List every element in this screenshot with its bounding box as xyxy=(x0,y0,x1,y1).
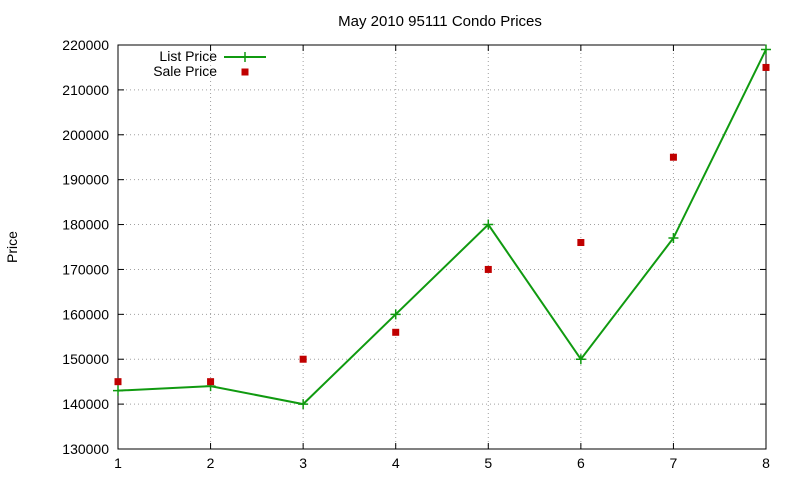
y-axis-label: Price xyxy=(4,231,20,263)
sale-price-point xyxy=(207,378,214,385)
axis-ticks: 130000 140000 150000 160000 170000 180000 1900… xyxy=(62,37,770,471)
x-tick-label: 7 xyxy=(670,455,678,471)
plot-frame xyxy=(118,45,766,449)
y-tick-label: 180000 xyxy=(62,217,109,233)
list-price-line xyxy=(118,49,766,404)
x-tick-label: 2 xyxy=(207,455,215,471)
chart-title: May 2010 95111 Condo Prices xyxy=(338,13,542,30)
legend-label-list-price: List Price xyxy=(159,48,217,64)
list-price-point xyxy=(113,386,123,396)
x-tick-label: 6 xyxy=(577,455,585,471)
sale-price-point xyxy=(577,239,584,246)
sale-price-point xyxy=(115,378,122,385)
y-tick-label: 130000 xyxy=(62,441,109,457)
y-tick-label: 140000 xyxy=(62,396,109,412)
legend-marker-list-price xyxy=(240,52,250,62)
sale-price-point xyxy=(670,154,677,161)
y-tick-label: 220000 xyxy=(62,37,109,53)
y-tick-label: 170000 xyxy=(62,261,109,277)
sale-price-point xyxy=(392,329,399,336)
y-tick-label: 200000 xyxy=(62,127,109,143)
legend: List Price Sale Price xyxy=(153,48,266,79)
sale-price-point xyxy=(300,356,307,363)
legend-label-sale-price: Sale Price xyxy=(153,63,217,79)
x-tick-label: 1 xyxy=(114,455,122,471)
x-tick-label: 3 xyxy=(299,455,307,471)
list-price-point xyxy=(761,44,771,54)
x-tick-label: 4 xyxy=(392,455,400,471)
y-tick-label: 210000 xyxy=(62,82,109,98)
series-layer xyxy=(113,44,771,409)
x-tick-label: 8 xyxy=(762,455,770,471)
x-tick-label: 5 xyxy=(484,455,492,471)
grid-lines xyxy=(118,45,766,449)
sale-price-point xyxy=(763,64,770,71)
y-tick-label: 150000 xyxy=(62,351,109,367)
sale-price-point xyxy=(485,266,492,273)
legend-marker-sale-price xyxy=(242,69,249,76)
y-tick-label: 190000 xyxy=(62,172,109,188)
y-tick-label: 160000 xyxy=(62,306,109,322)
